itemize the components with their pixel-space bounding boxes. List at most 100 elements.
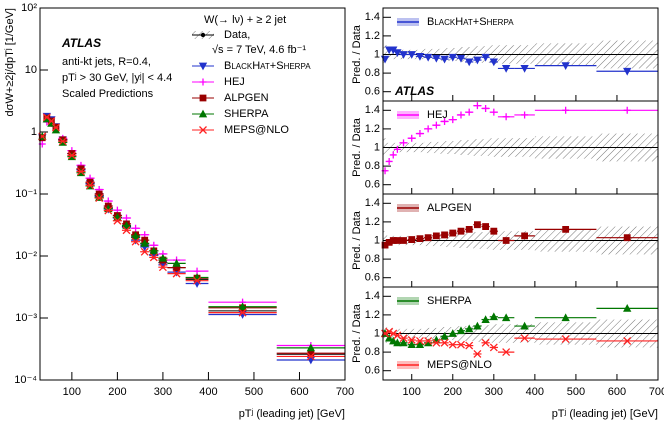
marker — [400, 139, 408, 147]
marker — [393, 49, 402, 57]
marker — [561, 313, 570, 322]
x-tick-label: 400 — [526, 386, 544, 398]
marker — [465, 225, 473, 233]
marker — [199, 78, 207, 86]
y-axis-label: Pred. / Data — [351, 210, 363, 270]
marker — [501, 65, 511, 73]
marker — [448, 53, 457, 62]
annotation: Scaled Predictions — [62, 88, 154, 100]
marker — [481, 315, 490, 323]
legend-data-dot — [200, 32, 206, 38]
marker — [86, 181, 95, 190]
marker — [198, 109, 208, 118]
marker — [501, 313, 511, 322]
marker — [424, 336, 433, 345]
marker — [623, 234, 631, 242]
marker — [456, 326, 466, 335]
marker — [415, 52, 425, 61]
marker — [149, 246, 158, 255]
marker — [385, 157, 393, 165]
marker — [502, 237, 510, 244]
marker — [104, 206, 113, 215]
marker — [623, 336, 632, 345]
marker — [399, 334, 408, 343]
x-tick-label: 400 — [199, 386, 217, 398]
marker — [58, 137, 67, 146]
marker — [238, 302, 247, 311]
y-tick-label: 0.8 — [365, 67, 380, 79]
marker — [432, 54, 441, 63]
y-tick-label: 0.8 — [365, 160, 380, 172]
y-tick-label: 0.8 — [365, 253, 380, 265]
marker — [172, 269, 181, 278]
y-tick-label: 0.8 — [365, 346, 380, 358]
marker — [473, 102, 481, 110]
marker — [561, 62, 570, 71]
marker — [95, 194, 104, 203]
y-tick-label: 1.4 — [365, 11, 380, 23]
legend-label: BlackHat+Sherpa — [427, 16, 514, 28]
marker — [473, 350, 482, 358]
marker — [424, 234, 432, 242]
marker — [423, 53, 433, 62]
x-tick-label: 200 — [444, 386, 462, 398]
marker — [131, 231, 140, 240]
marker — [140, 247, 149, 256]
marker — [440, 338, 449, 347]
y-tick-label: 10⁻³ — [15, 312, 37, 324]
marker — [473, 321, 482, 330]
marker — [490, 227, 498, 235]
marker — [490, 108, 498, 116]
y-tick-label: 1.2 — [365, 123, 380, 135]
y-tick-label: 0.6 — [365, 86, 380, 98]
y-tick-label: 1.2 — [365, 30, 380, 42]
marker — [149, 253, 158, 262]
y-tick-label: 0.6 — [365, 272, 380, 284]
y-tick-label: 1 — [374, 234, 380, 246]
marker — [407, 336, 416, 344]
marker — [416, 235, 424, 243]
marker — [158, 253, 168, 262]
marker — [408, 134, 416, 142]
marker — [441, 117, 449, 125]
annotation: anti-kt jets, R=0.4, — [62, 56, 151, 68]
marker — [623, 67, 632, 76]
x-axis-label: pTʲ (leading jet) [GeV] — [239, 408, 345, 420]
marker — [457, 227, 465, 235]
marker — [131, 237, 140, 246]
marker — [399, 51, 408, 59]
marker — [481, 338, 490, 347]
x-tick-label: 500 — [567, 386, 585, 398]
y-tick-label: 1.2 — [365, 309, 380, 321]
x-tick-label: 300 — [154, 386, 172, 398]
marker — [520, 321, 529, 330]
legend-label: √s = 7 TeV, 4.6 fb⁻¹ — [212, 44, 306, 56]
marker — [489, 343, 498, 352]
marker — [481, 53, 490, 62]
marker — [482, 223, 490, 230]
marker — [67, 151, 76, 160]
marker — [502, 113, 510, 121]
marker — [465, 324, 474, 333]
marker — [473, 56, 482, 65]
legend-title: W(→ lν) + ≥ 2 jet — [204, 14, 286, 26]
marker — [520, 65, 529, 73]
y-tick-label: 0.6 — [365, 179, 380, 191]
legend-label: SHERPA — [427, 295, 472, 307]
marker — [440, 55, 449, 64]
marker — [432, 232, 440, 240]
marker — [623, 304, 632, 312]
marker — [122, 226, 131, 235]
marker — [449, 229, 457, 237]
marker — [389, 336, 398, 345]
marker — [489, 58, 498, 67]
marker — [408, 236, 416, 243]
y-tick-label: 10⁻⁴ — [14, 374, 37, 386]
marker — [465, 108, 473, 116]
y-tick-label: 10⁻² — [15, 250, 37, 262]
y-tick-label: 10⁻¹ — [15, 188, 37, 200]
marker — [77, 167, 85, 176]
marker — [306, 343, 316, 352]
y-tick-label: 1.2 — [365, 216, 380, 228]
